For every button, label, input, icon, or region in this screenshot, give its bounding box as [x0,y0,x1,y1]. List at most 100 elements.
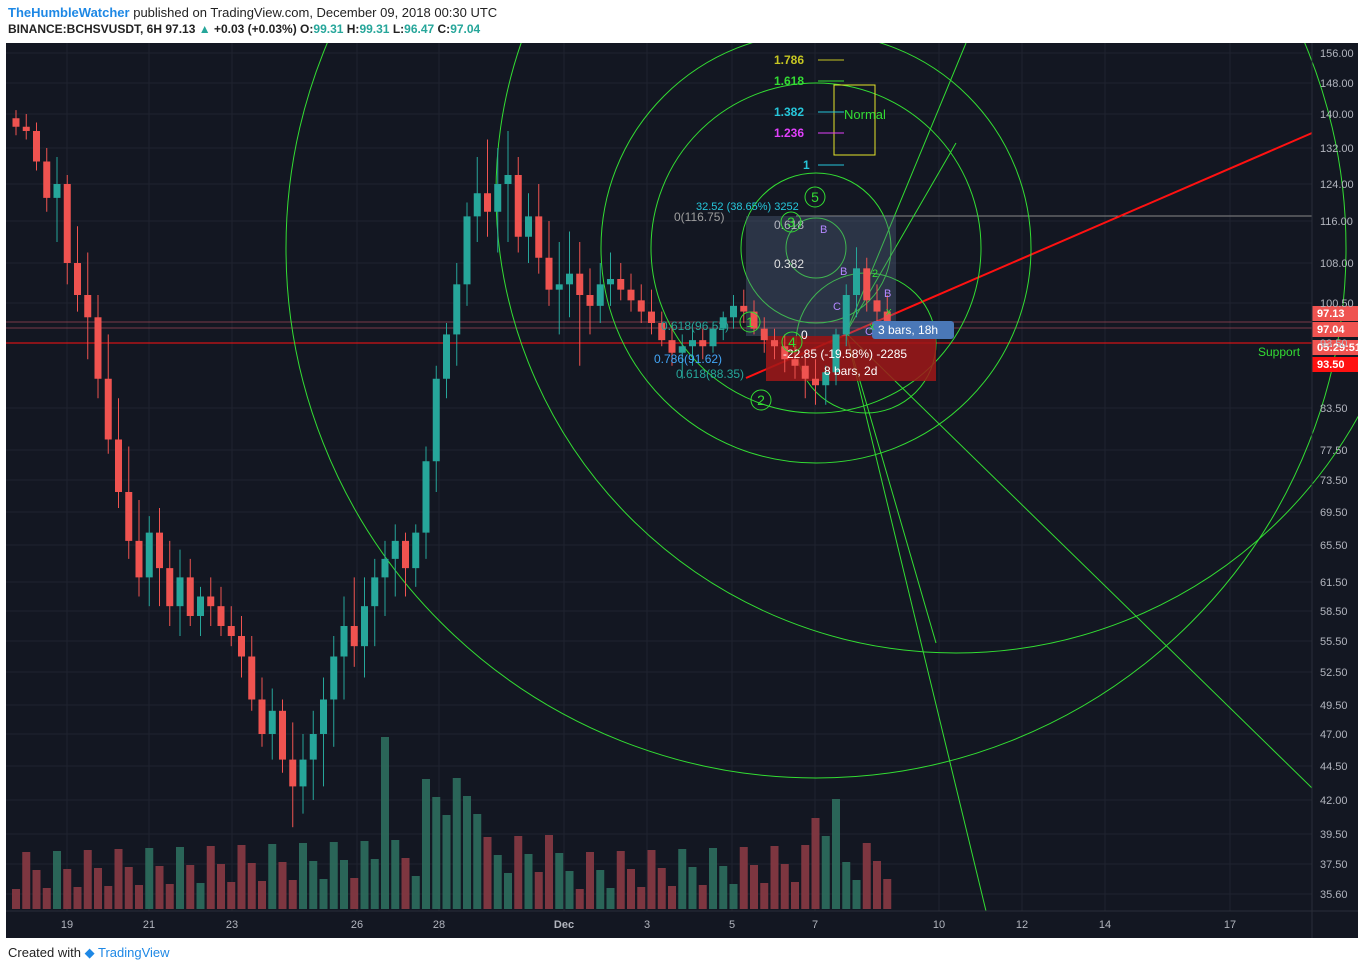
fib-fan-line [845,142,957,334]
candle-body [719,317,727,329]
volume-bar [381,737,389,909]
candle-body [309,734,317,760]
time-tick-label: 21 [143,919,155,931]
price-badge [1312,357,1358,372]
volume-bar [534,872,543,909]
volume-bar [483,837,492,909]
measure-bottom-label: -22.85 (-19.58%) -2285 [783,347,907,361]
candle-body [371,577,379,607]
abc-label: B [840,266,847,278]
volume-bar [524,854,533,909]
candle-body [740,305,748,312]
time-axis[interactable]: 19 21 23 26 28 Dec 3 5 7 10 12 14 17 [61,919,1236,931]
candle-body [361,606,368,647]
volume-bar [268,844,277,909]
volume-bar [504,873,512,909]
volume-bar [114,849,123,909]
volume-bar [811,818,820,909]
candle-body [350,626,358,647]
price-tick-label: 140.00 [1320,109,1354,121]
candle-body [822,372,830,386]
volume-bar [135,885,143,909]
fib-retrace-label: 0.618(88.35) [676,367,744,381]
candle-body [166,568,174,607]
support-annotation: Support [1258,345,1301,359]
bars-bottom-label: 8 bars, 2d [824,364,877,378]
abc-label: B [820,224,827,236]
volume-bar [883,879,892,909]
volume-bar [309,861,318,909]
time-tick-label: 17 [1224,919,1236,931]
fib-retrace-label: 0.618(96.52) [661,319,729,333]
high-label: H: [346,22,360,36]
symbol-line: BINANCE:BCHSVUSDT, 6H 97.13 ▲ +0.03 (+0.… [8,22,480,36]
candle-body [709,328,717,347]
price-tick-label: 44.50 [1320,761,1348,773]
fib-retrace-label: 0.618 [774,218,804,232]
wave-circle [739,311,761,333]
volume-bar [750,865,758,909]
candle-body [484,193,491,212]
candle-body [248,656,256,700]
price-axis[interactable]: 156.00 148.00 140.00 132.00 124.00 116.00 108.… [1320,48,1354,901]
volume-bar [422,779,430,909]
volume-bar [452,778,461,909]
price-tick-label: 100.50 [1320,298,1354,310]
price-chart[interactable]: Normal 1.786 1.618 1.382 1.236 1 0(116.75) 0.61… [6,43,1358,938]
volume-bar [852,880,861,909]
price-tick-label: 156.00 [1320,48,1354,60]
measure-box [746,216,896,336]
candle-body [689,340,696,347]
candle-body [12,118,20,127]
candle-body [617,279,625,290]
up-arrow-icon: ▲ [198,22,211,36]
author-link[interactable]: TheHumbleWatcher [8,5,130,20]
low-label: L: [392,22,405,36]
publish-header: TheHumbleWatcher published on TradingVie… [8,5,497,20]
volume-bar [299,843,307,909]
volume-bar [719,866,728,909]
volume-bar [278,862,287,909]
volume-bar [791,882,799,909]
fib-circle [285,43,1347,779]
candle-body [432,378,440,462]
price-tick-label: 124.00 [1320,179,1354,191]
volume-bar [340,860,348,909]
normal-label: Normal [844,107,886,122]
candle-body [63,184,71,263]
price-badge [1312,306,1358,321]
volume-bar [217,864,225,909]
wave-label: 1 [746,314,754,330]
volume-bar [688,867,697,909]
open-label: O: [300,22,314,36]
wave-label: 2 [757,392,765,408]
candle-body [279,710,286,760]
candles [12,110,891,828]
last-price: 97.13 [165,22,196,36]
volume-bar [821,836,830,909]
candle-body [842,295,850,335]
volume-bar [237,845,246,909]
volume-bar [565,871,574,909]
price-tick-label: 108.00 [1320,258,1354,270]
volume-bar [288,880,297,909]
candle-body [381,558,389,578]
candle-body [596,284,604,306]
tradingview-brand-link[interactable]: TradingView [98,945,170,960]
volume-bar [63,869,72,909]
volume-bar [647,850,656,909]
price-tick-label: 55.50 [1320,636,1348,648]
volume-bar [637,887,646,909]
volume-bar [493,855,502,909]
fib-circle [740,172,892,324]
fib-extension-label: 1 [803,158,810,172]
fib-extension-label: 1.786 [774,53,804,67]
wave-label: 5 [811,189,819,205]
fib-circle [600,43,1032,464]
candle-body [340,626,348,657]
candle-body [607,279,614,285]
fib-fan-line [845,332,1313,789]
volume-bar [801,845,810,909]
time-tick-label: 26 [351,919,363,931]
volume-bar [176,847,184,909]
